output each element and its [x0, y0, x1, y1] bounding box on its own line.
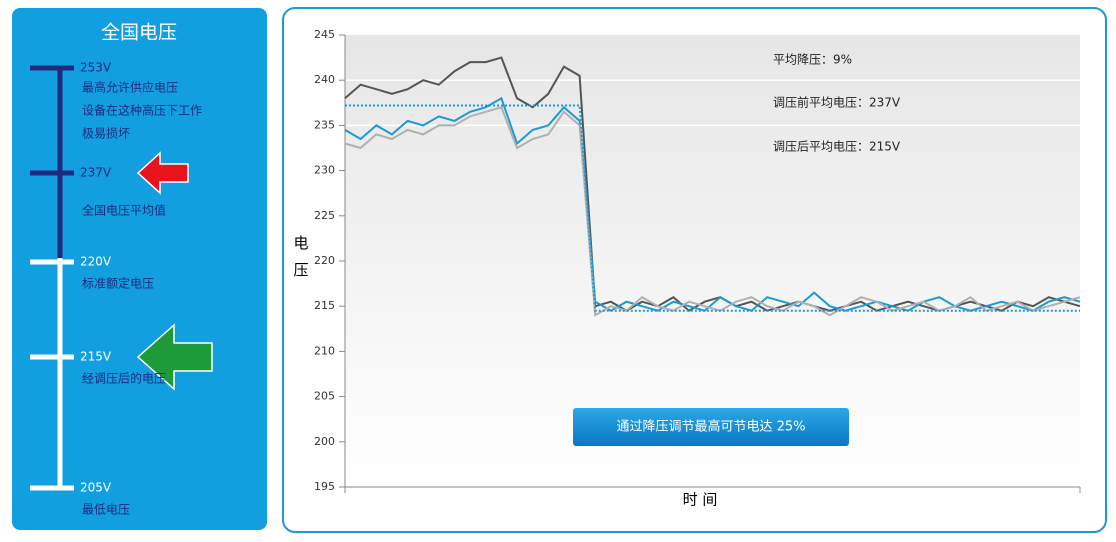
level-description: 全国电压平均值 [82, 203, 166, 218]
y-tick-label: 230 [314, 164, 335, 177]
annotation: 调压后平均电压：215V [773, 140, 901, 154]
level-description: 最高允许供应电压 [82, 80, 178, 95]
annotation: 平均降压：9% [773, 53, 852, 67]
y-axis-label: 电压 [292, 235, 310, 289]
y-tick-label: 215 [314, 299, 335, 312]
level-label: 205V [80, 481, 112, 495]
level-description: 最低电压 [82, 503, 130, 517]
series-line [344, 96, 1081, 312]
level-label: 215V [80, 350, 112, 364]
y-tick-label: 240 [314, 73, 335, 86]
x-axis-label: 时 间 [683, 491, 718, 509]
level-description: 标准额定电压 [82, 276, 154, 291]
mean-line [345, 104, 1080, 312]
series-line [344, 106, 1081, 317]
y-tick-label: 245 [314, 28, 335, 41]
y-tick-label: 195 [314, 480, 335, 493]
level-description: 经调压后的电压 [82, 371, 166, 386]
annotation: 调压前平均电压：237V [773, 95, 901, 110]
y-tick-label: 205 [314, 390, 335, 403]
savings-button-text: 通过降压调节最高可节电达 25% [616, 419, 805, 435]
y-tick-label: 225 [314, 209, 335, 222]
level-label: 253V [80, 61, 112, 75]
y-tick-label: 210 [314, 344, 335, 357]
y-tick-label: 235 [314, 118, 335, 131]
level-description: 设备在这种高压下工作 [82, 103, 202, 118]
green-arrow [136, 323, 213, 391]
y-tick-label: 200 [314, 435, 335, 448]
level-description: 极易损坏 [82, 127, 130, 141]
level-label: 220V [80, 255, 112, 269]
panel-title: 全国电压 [101, 22, 177, 44]
red-arrow [136, 151, 189, 195]
left-panel [12, 8, 267, 530]
y-tick-label: 220 [314, 254, 335, 267]
level-label: 237V [80, 166, 112, 180]
savings-button[interactable] [573, 408, 849, 446]
